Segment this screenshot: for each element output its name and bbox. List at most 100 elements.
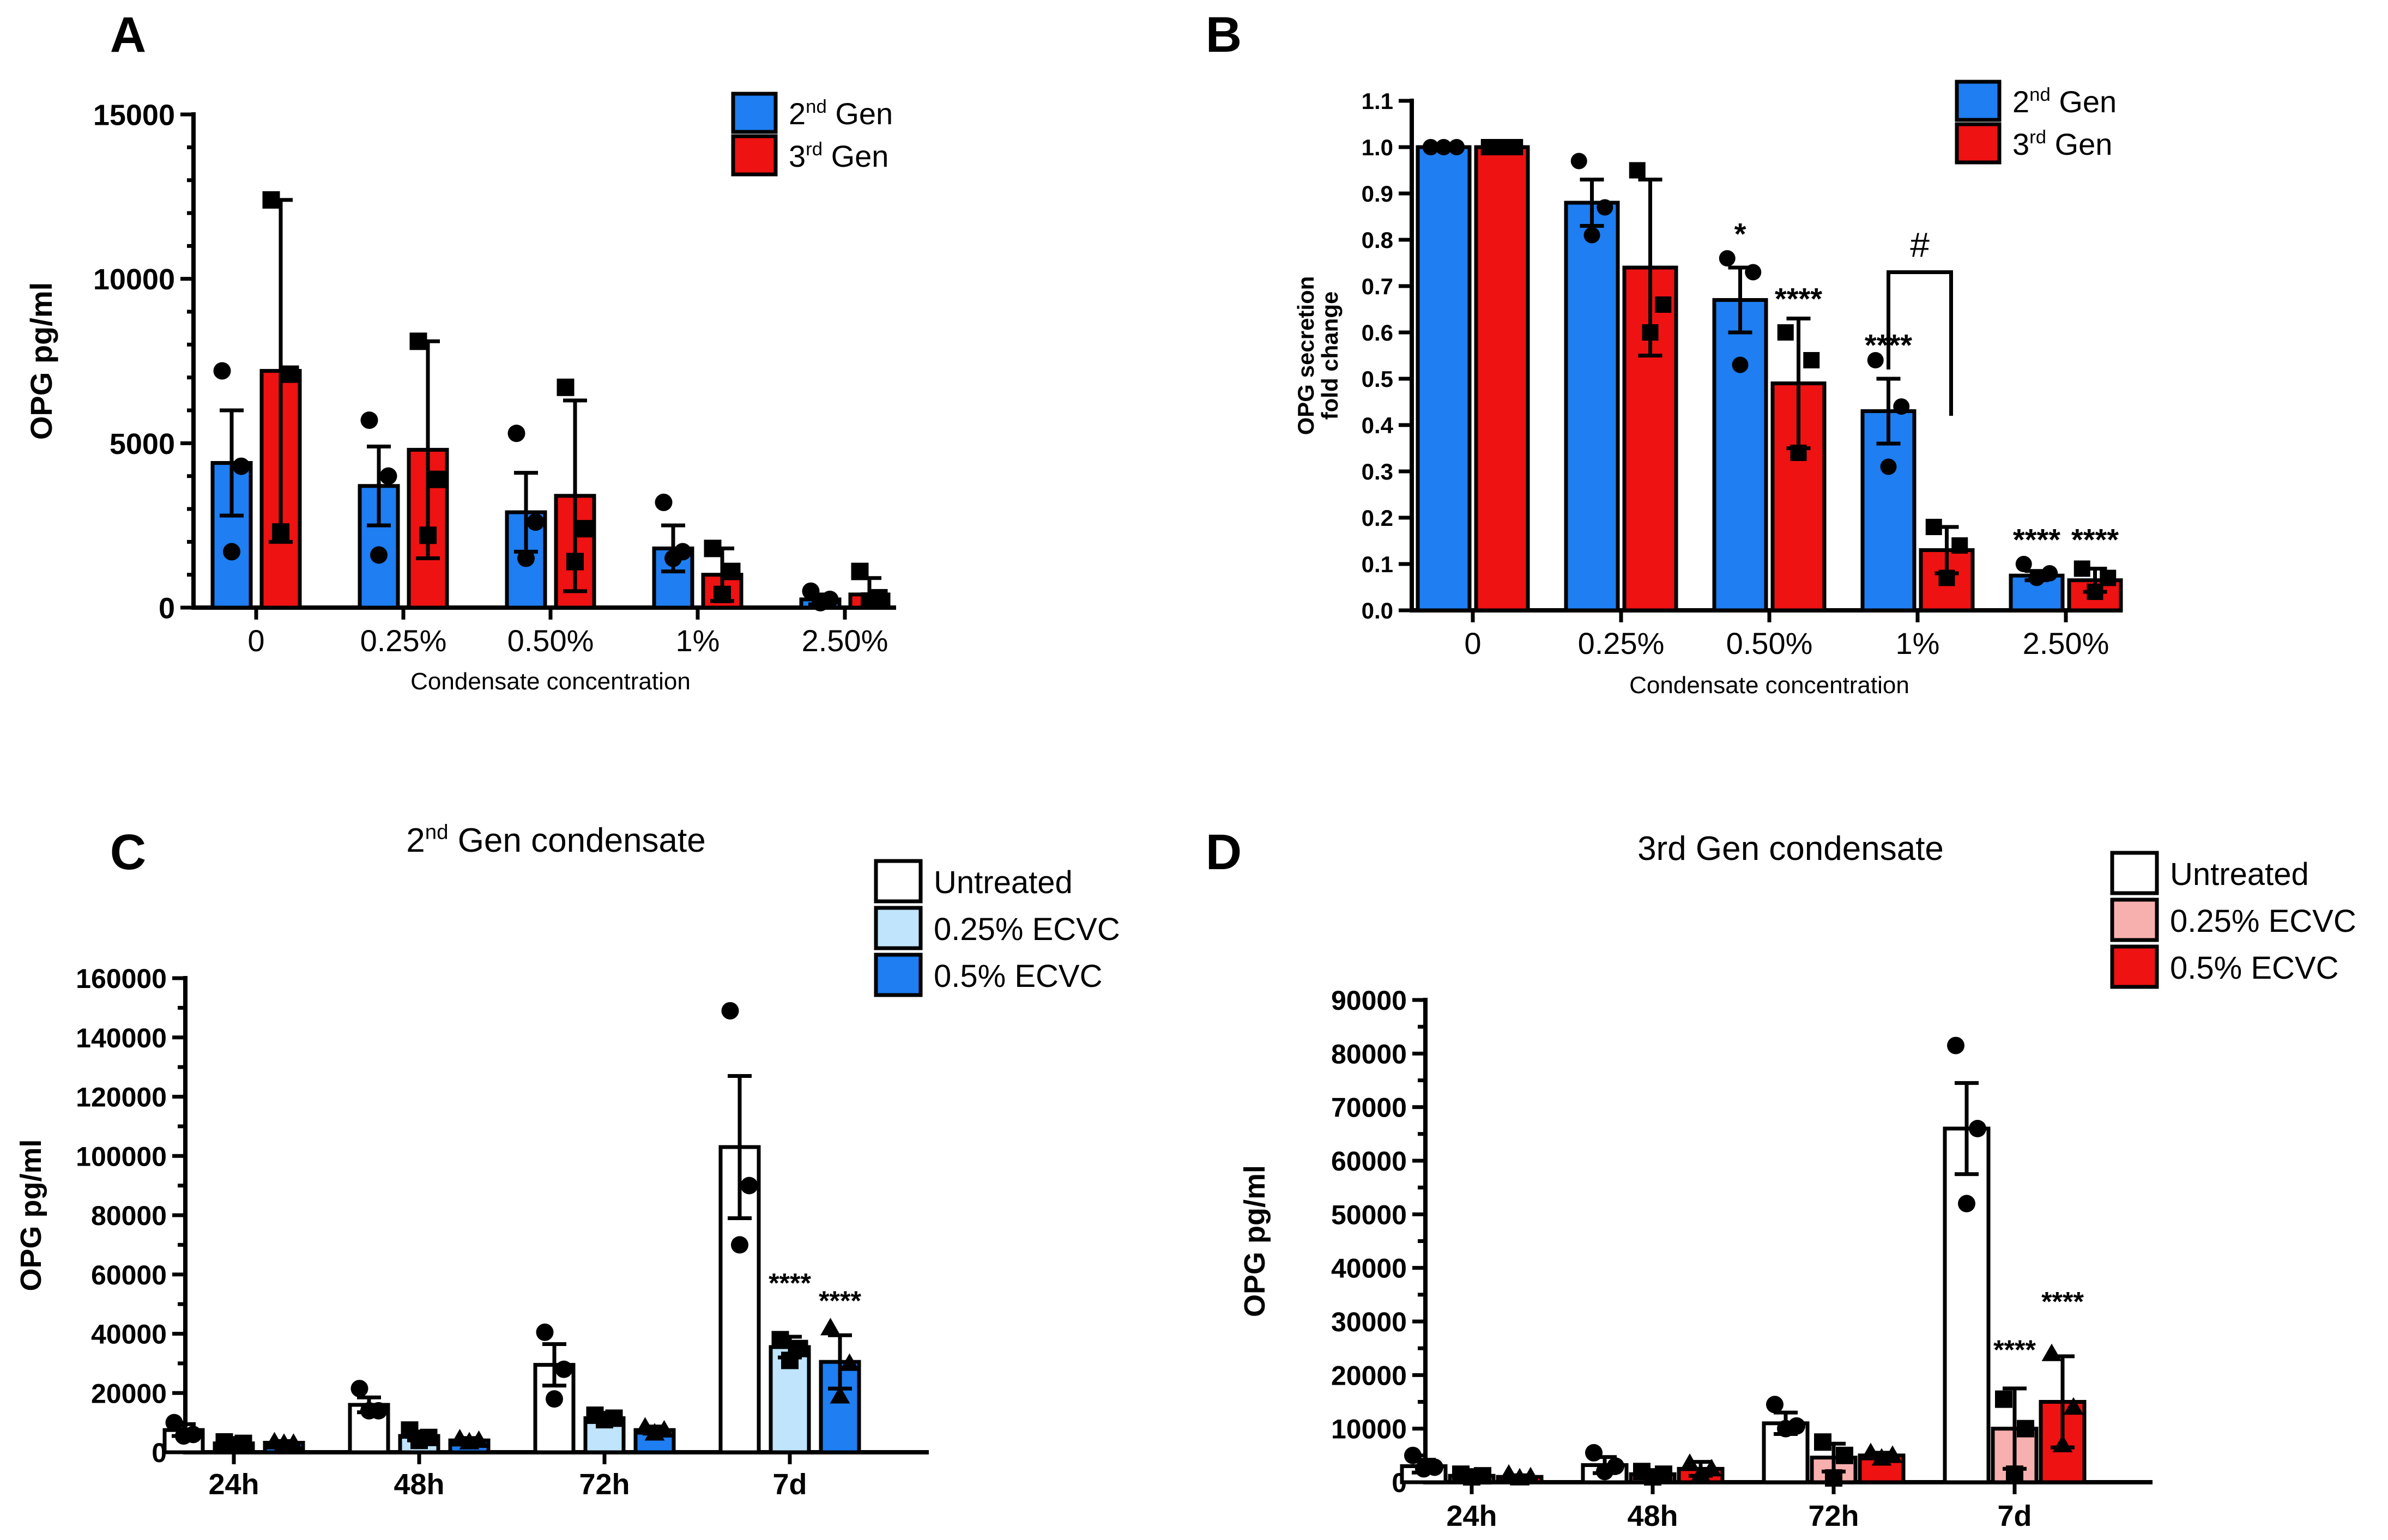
- data-point: [517, 549, 535, 567]
- data-point: [1766, 1396, 1784, 1414]
- data-point: [1463, 1468, 1480, 1486]
- data-point: [635, 1417, 655, 1435]
- data-point: [644, 1423, 665, 1441]
- data-point: [1583, 227, 1600, 244]
- panel-D: D 3rd Gen condensate010000200003000040000…: [1206, 824, 2356, 1532]
- data-point: [2041, 565, 2058, 581]
- data-point: [1585, 1444, 1603, 1462]
- data-point: [839, 1353, 860, 1371]
- y-tick-label: 15000: [93, 99, 175, 131]
- bar: [1474, 145, 1530, 613]
- y-tick-label: 20000: [91, 1378, 167, 1409]
- data-point: [576, 520, 594, 538]
- y-tick-label: 20000: [1331, 1360, 1407, 1391]
- x-tick-label: 0.25%: [360, 623, 447, 658]
- y-tick-label: 0.9: [1362, 181, 1393, 207]
- data-point: [379, 467, 397, 485]
- data-point: [2015, 556, 2032, 572]
- y-axis-label: OPG pg/ml: [24, 282, 58, 440]
- chart-title: 2nd Gen condensate: [406, 820, 705, 859]
- legend-label: Untreated: [2170, 857, 2309, 892]
- data-point: [1629, 162, 1646, 179]
- data-point: [861, 592, 878, 610]
- significance-label: ****: [1993, 1335, 2036, 1365]
- legend-swatch: [2110, 944, 2159, 989]
- y-tick-label: 0.0: [1362, 598, 1393, 623]
- y-tick-label: 120000: [76, 1082, 167, 1113]
- comparison-bracket: [1887, 270, 1953, 416]
- chart-title-suffix: Gen condensate: [448, 822, 705, 859]
- data-point: [812, 593, 829, 611]
- legend-label-text: 3: [789, 139, 806, 173]
- x-tick-label: 7d: [772, 1468, 807, 1501]
- y-tick-label: 50000: [1331, 1199, 1407, 1230]
- panel-A: A 0 5000 10000 15000 OPG pg/ml 0 0.25% 0.50% 1% 2.…: [24, 7, 896, 695]
- legend-swatch: [731, 92, 778, 134]
- bar: [1416, 145, 1472, 613]
- y-tick-label: 90000: [1331, 985, 1407, 1016]
- data-point: [1448, 139, 1465, 155]
- x-tick-label: 7d: [1997, 1500, 2032, 1532]
- panel-B: B 0.0 0.1 0.2 0.3 0.4 0.5 0.6 0.7 0.8 0.9 1.0 1.1 OPG…: [1206, 7, 2123, 699]
- data-point: [2052, 1434, 2073, 1452]
- y-tick-label: 1.0: [1362, 135, 1393, 160]
- y-tick-label: 160000: [76, 963, 167, 994]
- data-point: [360, 1402, 378, 1420]
- y-tick-label: 70000: [1331, 1093, 1407, 1123]
- legend-label-text: 2: [2012, 84, 2029, 119]
- data-point: [714, 585, 731, 603]
- legend-label-sup: nd: [806, 96, 827, 117]
- data-point: [281, 365, 299, 383]
- legend-swatch: [874, 906, 923, 950]
- data-point: [1679, 1453, 1700, 1471]
- bar: [1564, 201, 1620, 613]
- y-tick-label: 1.1: [1362, 88, 1393, 114]
- y-tick-label: 0.1: [1362, 551, 1393, 577]
- y-tick-label: 60000: [1331, 1146, 1407, 1177]
- data-point: [1435, 139, 1452, 155]
- y-tick-label: 100000: [76, 1141, 167, 1172]
- data-point: [2006, 1465, 2023, 1483]
- data-point: [820, 1318, 841, 1336]
- significance-label: ****: [1775, 282, 1822, 316]
- y-tick-label: 40000: [91, 1319, 167, 1350]
- y-tick-label: 80000: [91, 1201, 167, 1231]
- x-tick-label: 72h: [579, 1468, 630, 1501]
- legend-label-text: Untreated: [934, 865, 1073, 900]
- data-point: [262, 191, 280, 209]
- data-point: [1415, 1460, 1432, 1478]
- x-tick-label: 0.50%: [507, 623, 594, 658]
- data-point: [1790, 445, 1807, 461]
- legend-label-text: 0.25% ECVC: [934, 912, 1120, 947]
- data-point: [655, 493, 673, 511]
- data-point: [1596, 1463, 1613, 1481]
- y-tick-label: 0.5: [1362, 366, 1393, 392]
- legend-swatch: [874, 859, 923, 904]
- data-point: [1570, 153, 1587, 169]
- data-point: [1642, 324, 1659, 341]
- data-point: [223, 543, 240, 561]
- data-point: [704, 539, 722, 557]
- data-point: [165, 1414, 183, 1432]
- significance-label: *: [1734, 217, 1746, 251]
- data-point: [1814, 1433, 1831, 1451]
- y-tick-label: 10000: [1331, 1414, 1407, 1445]
- data-point: [2028, 569, 2045, 586]
- panel-C: C 2nd Gen condensate020000400006000080000…: [15, 820, 1120, 1501]
- data-point: [410, 1432, 428, 1450]
- y-tick-label: 140000: [76, 1023, 167, 1053]
- legend-swatch: [731, 134, 778, 177]
- data-point: [2017, 1420, 2034, 1438]
- data-point: [409, 332, 427, 350]
- data-point: [1701, 1459, 1722, 1477]
- legend-label-sup: rd: [806, 139, 823, 160]
- legend-label: 2nd Gen: [789, 96, 893, 131]
- data-point: [428, 470, 446, 488]
- data-point: [2073, 560, 2090, 577]
- significance-label: ****: [2071, 523, 2119, 557]
- data-point: [1690, 1464, 1711, 1482]
- data-point: [225, 1436, 243, 1454]
- data-point: [1597, 199, 1613, 216]
- data-point: [802, 582, 820, 600]
